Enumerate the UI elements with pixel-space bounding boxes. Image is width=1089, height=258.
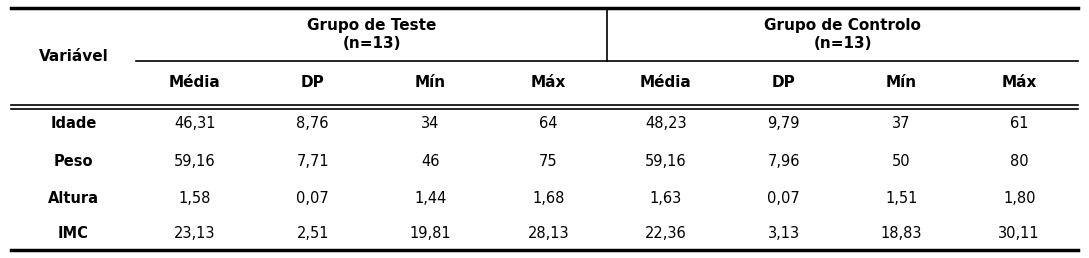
Text: 28,13: 28,13: [527, 226, 570, 241]
Text: Mín: Mín: [886, 75, 917, 90]
Text: 1,80: 1,80: [1003, 191, 1036, 206]
Text: 0,07: 0,07: [296, 191, 329, 206]
Text: 1,51: 1,51: [885, 191, 918, 206]
Text: 37: 37: [892, 116, 910, 131]
Text: 59,16: 59,16: [645, 154, 687, 169]
Text: 80: 80: [1010, 154, 1028, 169]
Text: 8,76: 8,76: [296, 116, 329, 131]
Text: 19,81: 19,81: [409, 226, 451, 241]
Text: Mín: Mín: [415, 75, 446, 90]
Text: 75: 75: [539, 154, 558, 169]
Text: 7,96: 7,96: [768, 154, 800, 169]
Text: 30,11: 30,11: [999, 226, 1040, 241]
Text: 1,68: 1,68: [533, 191, 564, 206]
Text: 50: 50: [892, 154, 910, 169]
Text: IMC: IMC: [58, 226, 89, 241]
Text: DP: DP: [301, 75, 325, 90]
Text: 34: 34: [421, 116, 440, 131]
Text: 64: 64: [539, 116, 558, 131]
Text: 0,07: 0,07: [768, 191, 800, 206]
Text: Máx: Máx: [1002, 75, 1037, 90]
Text: 59,16: 59,16: [174, 154, 216, 169]
Text: 2,51: 2,51: [296, 226, 329, 241]
Text: Idade: Idade: [50, 116, 97, 131]
Text: 1,63: 1,63: [650, 191, 682, 206]
Text: Grupo de Controlo
(n=13): Grupo de Controlo (n=13): [764, 18, 921, 51]
Text: Altura: Altura: [48, 191, 99, 206]
Text: 18,83: 18,83: [881, 226, 922, 241]
Text: 48,23: 48,23: [645, 116, 687, 131]
Text: Máx: Máx: [530, 75, 566, 90]
Text: 9,79: 9,79: [768, 116, 800, 131]
Text: 46: 46: [421, 154, 440, 169]
Text: Peso: Peso: [53, 154, 94, 169]
Text: Média: Média: [640, 75, 692, 90]
Text: Média: Média: [169, 75, 221, 90]
Text: 61: 61: [1010, 116, 1028, 131]
Text: 3,13: 3,13: [768, 226, 799, 241]
Text: 46,31: 46,31: [174, 116, 216, 131]
Text: Grupo de Teste
(n=13): Grupo de Teste (n=13): [307, 18, 437, 51]
Text: Variável: Variável: [38, 49, 109, 64]
Text: 1,58: 1,58: [179, 191, 211, 206]
Text: DP: DP: [772, 75, 796, 90]
Text: 23,13: 23,13: [174, 226, 216, 241]
Text: 1,44: 1,44: [414, 191, 446, 206]
Text: 7,71: 7,71: [296, 154, 329, 169]
Text: 22,36: 22,36: [645, 226, 687, 241]
